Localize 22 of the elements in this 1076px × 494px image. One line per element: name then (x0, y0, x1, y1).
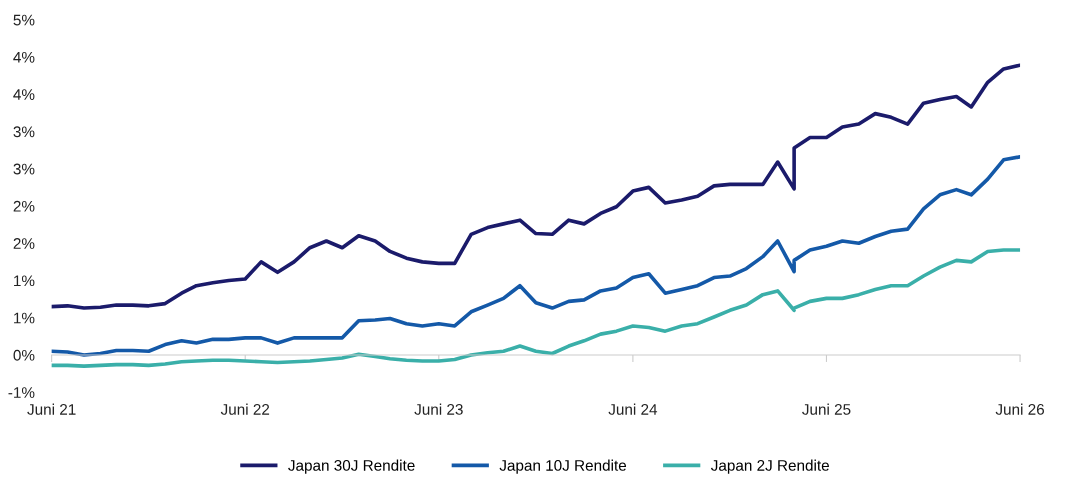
y-tick-label: 0% (13, 349, 35, 361)
x-tick-label: Juni 26 (995, 403, 1045, 415)
x-tick-label: Juni 23 (414, 403, 463, 415)
y-tick-label: 2% (13, 200, 35, 212)
legend-label: Japan 30J Rendite (288, 459, 415, 474)
y-tick-label: 3% (13, 126, 35, 138)
legend-label: Japan 2J Rendite (710, 459, 829, 474)
y-tick-label: 1% (14, 312, 35, 324)
y-tick-label: 3% (13, 163, 35, 175)
x-tick-label: Juni 25 (802, 403, 851, 415)
legend-label: Japan 10J Rendite (499, 459, 627, 474)
x-tick-label: Juni 24 (608, 403, 658, 415)
x-tick-label: Juni 22 (220, 403, 270, 415)
y-tick-label: -1% (8, 387, 35, 398)
x-tick-label: Juni 21 (27, 403, 76, 415)
line-series (51, 248, 1021, 368)
y-tick-label: 5% (13, 14, 35, 26)
y-tick-label: 2% (13, 238, 35, 249)
y-tick-label: 4% (13, 51, 35, 63)
y-tick-label: 4% (13, 89, 35, 100)
y-tick-label: 1% (14, 275, 35, 287)
line-series (51, 63, 1021, 310)
